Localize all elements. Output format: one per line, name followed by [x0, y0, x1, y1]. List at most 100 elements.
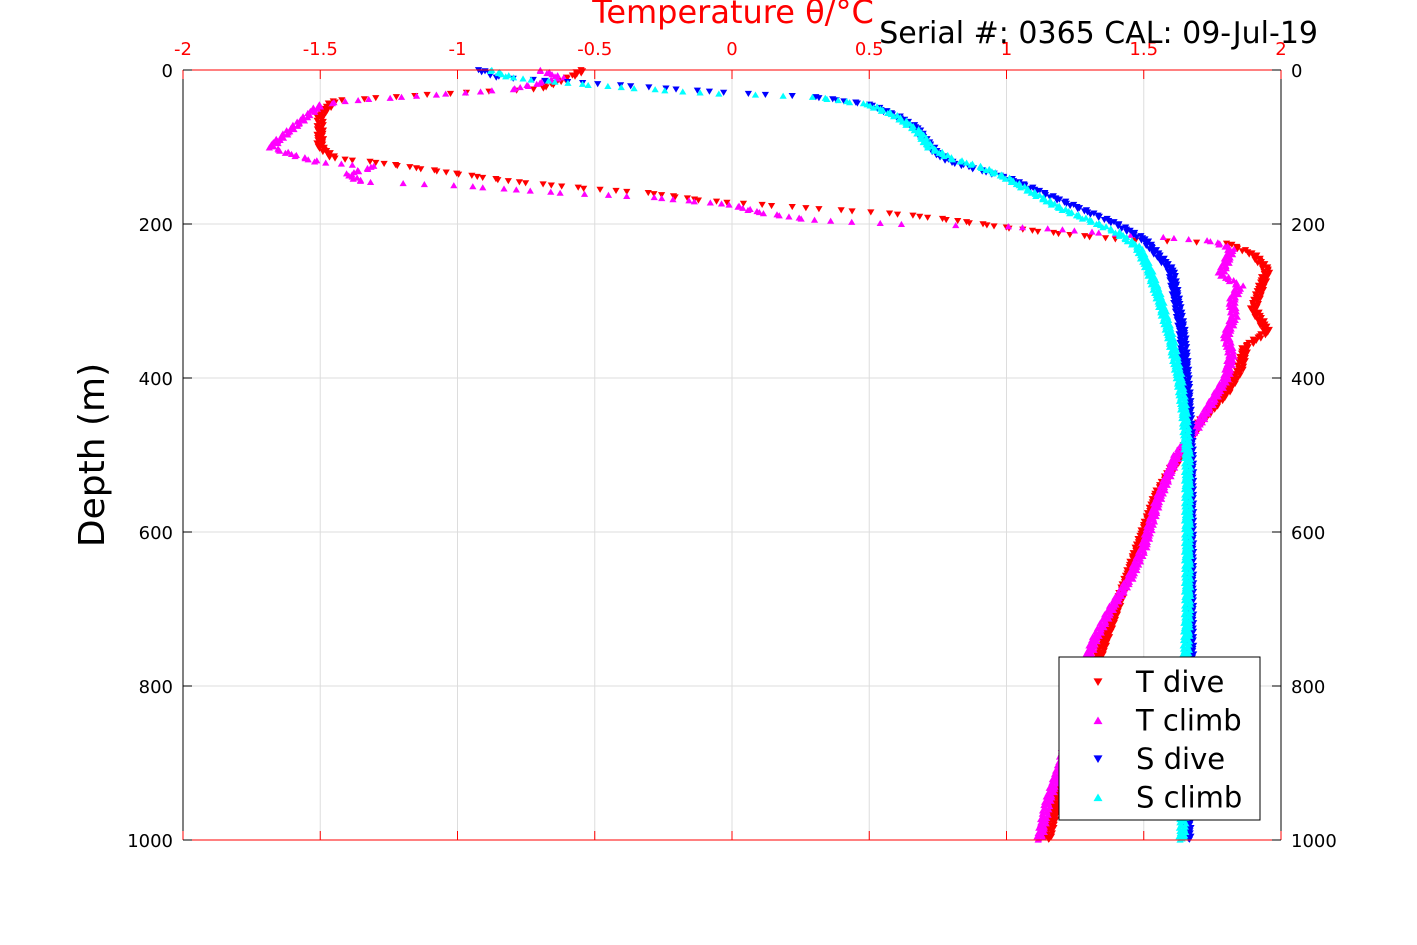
data-point: [522, 180, 530, 187]
data-point: [294, 122, 302, 129]
data-point: [1066, 210, 1074, 217]
data-point: [952, 221, 960, 229]
data-point: [1188, 429, 1197, 436]
data-point: [723, 199, 731, 206]
data-point: [331, 155, 339, 162]
data-point: [274, 140, 282, 147]
data-point: [1249, 340, 1257, 348]
data-point: [623, 188, 631, 196]
data-point: [536, 67, 544, 74]
data-point: [1157, 309, 1165, 316]
data-point: [650, 191, 658, 198]
data-point: [1053, 197, 1061, 204]
data-point: [1187, 398, 1195, 405]
data-point: [265, 144, 273, 151]
data-point: [1123, 584, 1132, 591]
data-point: [1023, 187, 1031, 194]
data-point: [1123, 238, 1131, 245]
data-point: [1226, 309, 1235, 316]
data-point: [1187, 495, 1195, 502]
data-point: [469, 183, 477, 190]
data-point: [671, 194, 679, 201]
data-point: [1150, 251, 1158, 258]
y-tick-label-left: 0: [162, 61, 173, 82]
data-point: [1167, 282, 1175, 289]
data-point: [617, 84, 625, 91]
data-point: [287, 150, 296, 157]
legend-box: [1058, 656, 1261, 821]
data-point: [554, 75, 562, 82]
data-point: [893, 211, 902, 218]
data-point: [504, 178, 512, 185]
data-point: [885, 210, 894, 217]
data-point: [494, 177, 502, 184]
legend-marker: [1093, 793, 1103, 802]
data-point: [867, 209, 875, 216]
y-tick-label-right: 800: [1291, 677, 1325, 698]
data-point: [661, 87, 669, 94]
data-point: [685, 197, 693, 204]
data-point: [502, 73, 510, 80]
data-point: [1263, 278, 1271, 285]
y-tick-label-right: 400: [1291, 369, 1325, 390]
data-point: [693, 87, 701, 94]
data-point: [399, 179, 407, 187]
data-point: [1185, 433, 1194, 440]
y-tick-label-right: 0: [1291, 61, 1302, 82]
data-point: [751, 91, 760, 98]
data-point: [755, 209, 763, 216]
data-point: [1181, 393, 1189, 400]
data-point: [1004, 223, 1013, 230]
data-point: [725, 201, 733, 208]
data-point: [982, 167, 990, 174]
data-point: [1052, 816, 1060, 823]
data-point: [1187, 606, 1195, 613]
y-axis-label: Depth (m): [72, 363, 113, 547]
legend-label: T climb: [1135, 704, 1242, 738]
data-point: [846, 99, 854, 106]
data-point: [969, 166, 977, 173]
data-point: [348, 161, 356, 168]
data-point: [1101, 235, 1110, 242]
data-point: [1018, 224, 1027, 231]
data-point: [509, 86, 517, 93]
data-point: [1179, 428, 1187, 436]
data-point: [1170, 234, 1178, 242]
data-point: [486, 67, 495, 74]
data-point: [1163, 238, 1171, 245]
data-point: [1231, 380, 1239, 387]
data-point: [1054, 230, 1063, 238]
data-point: [473, 173, 481, 180]
data-point: [604, 82, 612, 90]
data-point: [913, 130, 921, 137]
data-point: [478, 69, 486, 76]
data-point: [930, 147, 938, 154]
data-point: [291, 153, 299, 160]
data-point: [1181, 531, 1189, 538]
data-point: [924, 214, 932, 221]
data-point: [1175, 331, 1183, 338]
data-point: [651, 86, 659, 93]
data-point: [486, 72, 494, 79]
data-point: [1225, 259, 1233, 266]
data-point: [1229, 344, 1237, 352]
data-point: [304, 114, 312, 121]
data-point: [797, 215, 805, 222]
data-point: [775, 212, 783, 219]
data-point: [1181, 602, 1189, 609]
data-point: [1038, 807, 1047, 814]
data-point: [767, 202, 776, 210]
data-point: [1187, 598, 1195, 605]
data-point: [412, 92, 421, 99]
data-point: [941, 157, 949, 164]
data-point: [1225, 300, 1233, 307]
data-point: [393, 163, 401, 170]
data-point: [365, 95, 373, 102]
data-point: [417, 166, 425, 173]
data-point: [983, 222, 991, 229]
data-point: [372, 95, 380, 102]
data-point: [761, 91, 769, 99]
data-point: [578, 80, 587, 87]
